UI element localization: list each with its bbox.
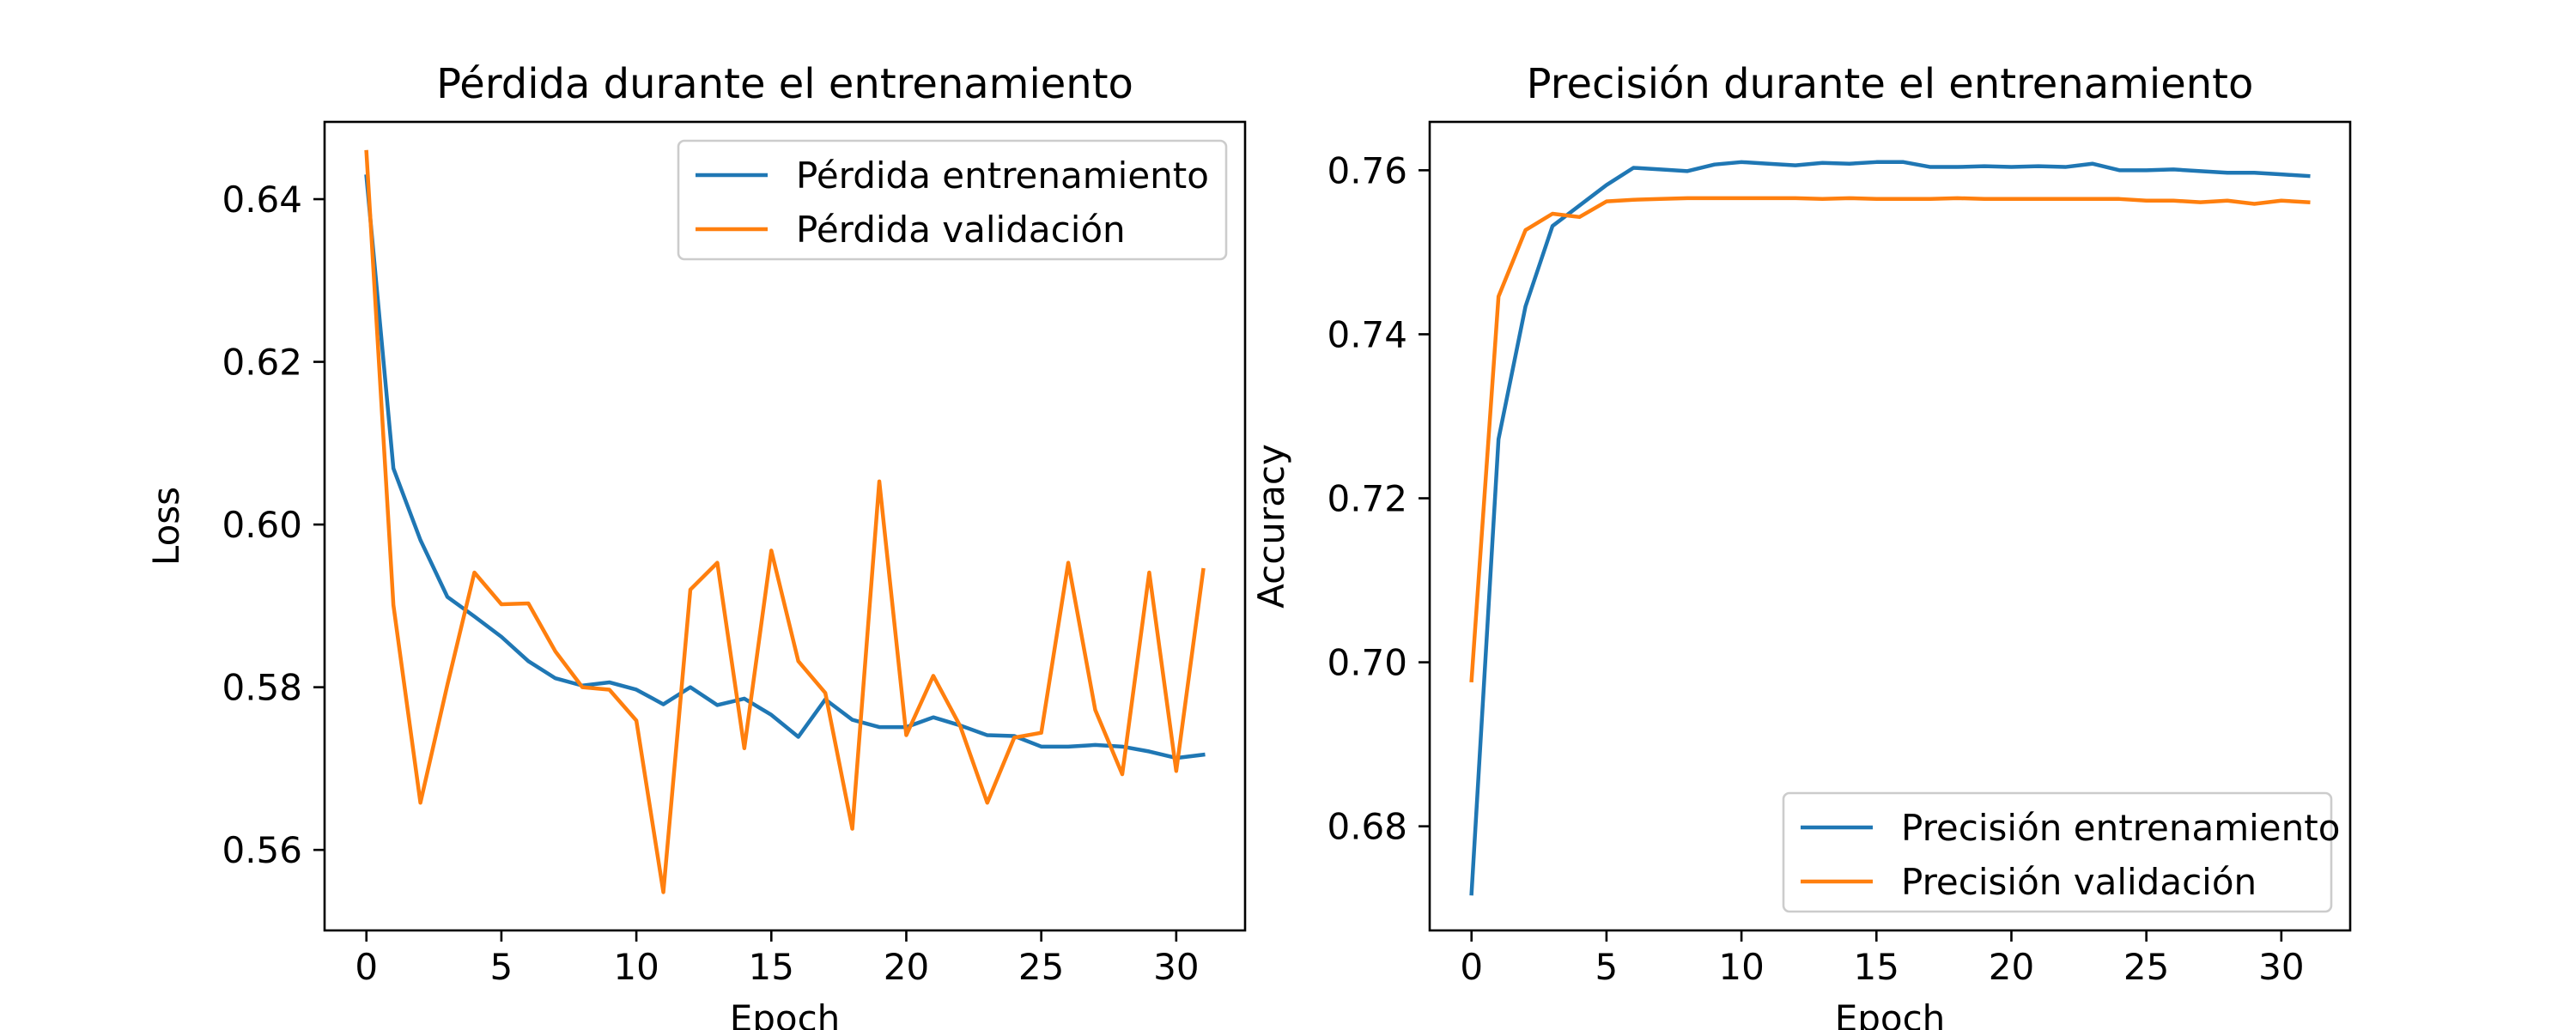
accuracy-x-tick-label: 0 bbox=[1460, 946, 1483, 988]
loss-x-tick-label: 25 bbox=[1018, 946, 1064, 988]
loss-y-axis-label: Loss bbox=[145, 487, 187, 566]
loss-series-validation-line bbox=[364, 149, 1206, 894]
loss-y-tick-label: 0.56 bbox=[222, 829, 302, 871]
accuracy-legend-label-train: Precisión entrenamiento bbox=[1901, 807, 2340, 849]
loss-y-tick-label: 0.60 bbox=[222, 504, 302, 546]
loss-x-tick-label: 15 bbox=[749, 946, 794, 988]
accuracy-x-tick-label: 10 bbox=[1718, 946, 1764, 988]
accuracy-series-train-line bbox=[1469, 160, 2311, 896]
loss-legend-label-validation: Pérdida validación bbox=[796, 209, 1126, 251]
loss-x-axis-label: Epoch bbox=[730, 997, 841, 1030]
loss-x-tick-label: 5 bbox=[490, 946, 513, 988]
loss-y-tick-label: 0.58 bbox=[222, 667, 302, 709]
accuracy-plot-frame bbox=[1428, 120, 2352, 932]
loss-legend-label-train: Pérdida entrenamiento bbox=[796, 154, 1209, 197]
loss-chart-title: Pérdida durante el entrenamiento bbox=[436, 60, 1133, 108]
accuracy-y-tick-label: 0.72 bbox=[1327, 478, 1407, 520]
accuracy-legend-label-validation: Precisión validación bbox=[1901, 861, 2257, 903]
accuracy-x-tick-label: 5 bbox=[1595, 946, 1619, 988]
accuracy-y-tick-label: 0.68 bbox=[1327, 806, 1407, 848]
loss-x-tick-label: 30 bbox=[1153, 946, 1199, 988]
loss-x-tick-label: 0 bbox=[355, 946, 378, 988]
accuracy-chart: Precisión durante el entrenamiento Epoch… bbox=[1250, 60, 2352, 1030]
accuracy-y-axis-label: Accuracy bbox=[1250, 444, 1292, 609]
accuracy-x-tick-label: 25 bbox=[2123, 946, 2169, 988]
loss-plot-frame bbox=[323, 120, 1247, 932]
accuracy-y-tick-label: 0.74 bbox=[1327, 313, 1407, 355]
loss-x-tick-label: 20 bbox=[884, 946, 929, 988]
loss-x-tick-label: 10 bbox=[613, 946, 659, 988]
loss-chart: Pérdida durante el entrenamiento Epoch L… bbox=[145, 60, 1247, 1030]
loss-series-train-line bbox=[364, 174, 1206, 760]
accuracy-y-tick-label: 0.76 bbox=[1327, 149, 1407, 191]
accuracy-x-tick-label: 30 bbox=[2258, 946, 2304, 988]
accuracy-chart-title: Precisión durante el entrenamiento bbox=[1527, 60, 2254, 108]
loss-y-tick-label: 0.64 bbox=[222, 179, 302, 221]
accuracy-x-tick-label: 20 bbox=[1989, 946, 2034, 988]
loss-legend bbox=[677, 139, 1228, 261]
accuracy-legend bbox=[1782, 791, 2333, 913]
accuracy-series-validation-line bbox=[1469, 196, 2311, 683]
accuracy-y-tick-label: 0.70 bbox=[1327, 642, 1407, 684]
loss-y-tick-label: 0.62 bbox=[222, 342, 302, 384]
accuracy-x-axis-label: Epoch bbox=[1835, 997, 1946, 1030]
accuracy-x-tick-label: 15 bbox=[1854, 946, 1899, 988]
